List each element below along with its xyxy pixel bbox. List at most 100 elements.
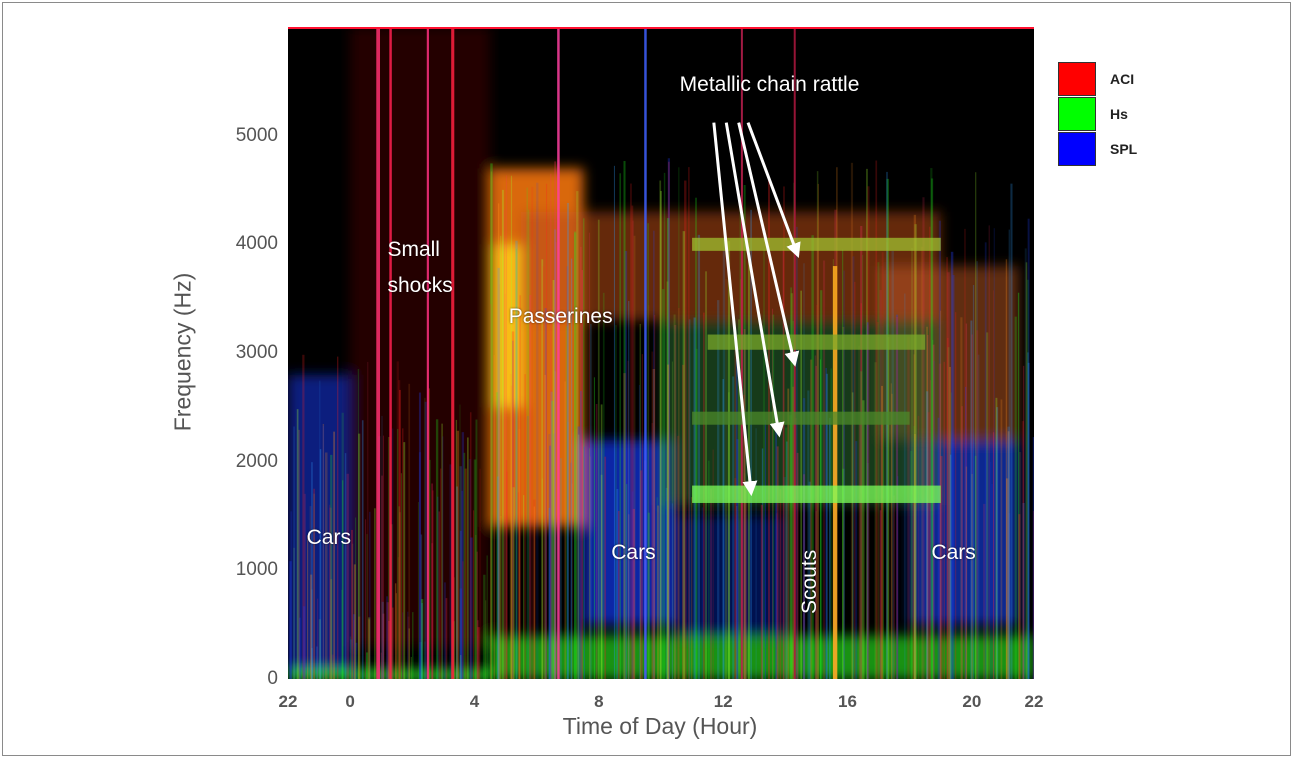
y-tick-label: 1000 (235, 559, 278, 581)
texture-streak (682, 231, 686, 679)
texture-streak (1024, 248, 1027, 679)
texture-streak (350, 639, 353, 679)
texture-streak (659, 180, 662, 679)
texture-streak (743, 329, 746, 679)
texture-streak (531, 186, 534, 679)
texture-streak (828, 417, 831, 679)
texture-streak (929, 226, 931, 679)
x-tick-label: 22 (278, 692, 298, 711)
texture-streak (854, 281, 856, 679)
texture-streak (459, 466, 462, 679)
texture-streak (517, 492, 520, 679)
texture-streak (1010, 183, 1013, 679)
texture-streak (823, 260, 826, 679)
texture-streak (867, 186, 870, 679)
texture-streak (946, 337, 949, 679)
texture-streak (322, 425, 324, 679)
texture-streak (501, 189, 504, 679)
texture-streak (336, 356, 339, 679)
texture-streak (819, 359, 821, 679)
texture-streak (920, 246, 924, 679)
texture-streak (418, 452, 422, 679)
texture-streak (571, 483, 573, 679)
texture-streak (490, 163, 493, 679)
texture-streak (653, 314, 656, 679)
texture-streak (407, 616, 410, 679)
texture-streak (930, 380, 932, 679)
texture-streak (912, 486, 915, 679)
texture-streak (816, 239, 819, 679)
texture-streak (964, 228, 966, 679)
texture-streak (355, 642, 358, 679)
texture-streak (623, 160, 626, 679)
texture-streak (893, 495, 895, 679)
spectrogram-texture (289, 158, 1034, 679)
texture-streak (712, 449, 714, 679)
texture-streak (341, 589, 343, 679)
texture-streak (298, 429, 300, 679)
vertical-streak-6 (832, 266, 838, 679)
texture-streak (398, 506, 400, 679)
legend-entry: Hs (1058, 97, 1178, 131)
texture-streak (469, 412, 472, 679)
texture-streak (1032, 437, 1034, 679)
texture-streak (567, 422, 569, 679)
annotation-label: Cars (611, 540, 656, 564)
texture-streak (341, 412, 344, 679)
chain-rattle-band-2 (692, 237, 941, 251)
texture-streak (554, 242, 557, 679)
texture-streak (632, 508, 635, 679)
texture-streak (937, 417, 940, 679)
texture-streak (727, 241, 731, 679)
texture-streak (743, 394, 745, 679)
texture-streak (625, 484, 628, 679)
texture-streak (431, 543, 434, 679)
texture-streak (515, 248, 518, 679)
texture-streak (506, 471, 508, 679)
texture-streak (353, 564, 356, 679)
texture-streak (386, 602, 389, 679)
texture-streak (993, 290, 995, 679)
texture-streak (736, 439, 739, 679)
texture-streak (590, 323, 592, 679)
texture-streak (397, 428, 399, 679)
texture-streak (358, 616, 361, 679)
texture-streak (497, 476, 499, 679)
texture-streak (975, 172, 977, 679)
texture-streak (1032, 510, 1034, 679)
texture-streak (444, 582, 446, 679)
texture-streak (382, 613, 385, 679)
texture-streak (394, 583, 397, 679)
texture-streak (463, 452, 466, 679)
texture-streak (885, 242, 889, 679)
texture-streak (1005, 478, 1009, 679)
texture-streak (779, 489, 782, 679)
texture-streak (330, 454, 333, 679)
texture-streak (639, 470, 643, 679)
texture-streak (442, 436, 444, 679)
texture-streak (913, 354, 915, 679)
texture-streak (504, 293, 506, 679)
texture-streak (589, 456, 591, 679)
texture-streak (843, 270, 845, 679)
texture-streak (578, 434, 580, 679)
texture-streak (639, 323, 641, 679)
texture-streak (990, 461, 992, 679)
texture-streak (461, 432, 465, 679)
texture-streak (886, 171, 888, 679)
texture-streak (524, 374, 526, 679)
texture-streak (851, 392, 854, 679)
texture-streak (938, 220, 942, 679)
texture-streak (479, 468, 481, 679)
texture-streak (536, 182, 539, 679)
texture-streak (391, 607, 394, 679)
x-tick-label: 12 (713, 692, 733, 711)
texture-streak (576, 191, 579, 679)
texture-streak (1027, 362, 1030, 679)
texture-streak (435, 419, 439, 679)
texture-streak (597, 219, 600, 679)
texture-streak (1022, 365, 1025, 679)
texture-streak (761, 448, 764, 679)
texture-streak (993, 228, 995, 679)
texture-streak (541, 478, 543, 679)
